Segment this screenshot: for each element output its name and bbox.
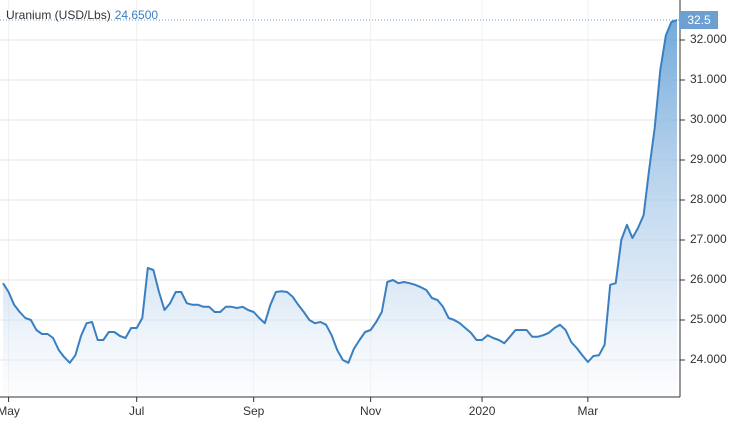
x-tick-label: Mar (578, 404, 599, 418)
last-price-label: 32.5 (687, 13, 711, 27)
grid (0, 0, 680, 397)
y-tick-label: 29.000 (690, 152, 727, 166)
y-tick-label: 28.000 (690, 192, 727, 206)
y-tick-label: 32.000 (690, 32, 727, 46)
last-price-box (680, 11, 718, 29)
x-tick-label: Nov (360, 404, 381, 418)
axes: 24.000 25.000 26.000 27.000 28.000 29.000 30.0… (0, 0, 727, 418)
x-tick-label: 2020 (469, 404, 496, 418)
legend: Uranium (USD/Lbs) 24.6500 (6, 8, 158, 22)
y-tick-label: 24.000 (690, 352, 727, 366)
line (2, 19, 678, 364)
y-tick-label: 30.000 (690, 112, 727, 126)
x-tick-label: May (0, 404, 20, 418)
x-tick-label: Sep (243, 404, 265, 418)
y-tick-label: 31.000 (690, 72, 727, 86)
legend-value: 24.6500 (115, 8, 159, 22)
x-tick-label: Jul (129, 404, 144, 418)
y-tick-label: 25.000 (690, 312, 727, 326)
plot (2, 19, 678, 395)
y-tick-label: 26.000 (690, 272, 727, 286)
legend-name: Uranium (USD/Lbs) (6, 8, 111, 22)
y-tick-label: 27.000 (690, 232, 727, 246)
